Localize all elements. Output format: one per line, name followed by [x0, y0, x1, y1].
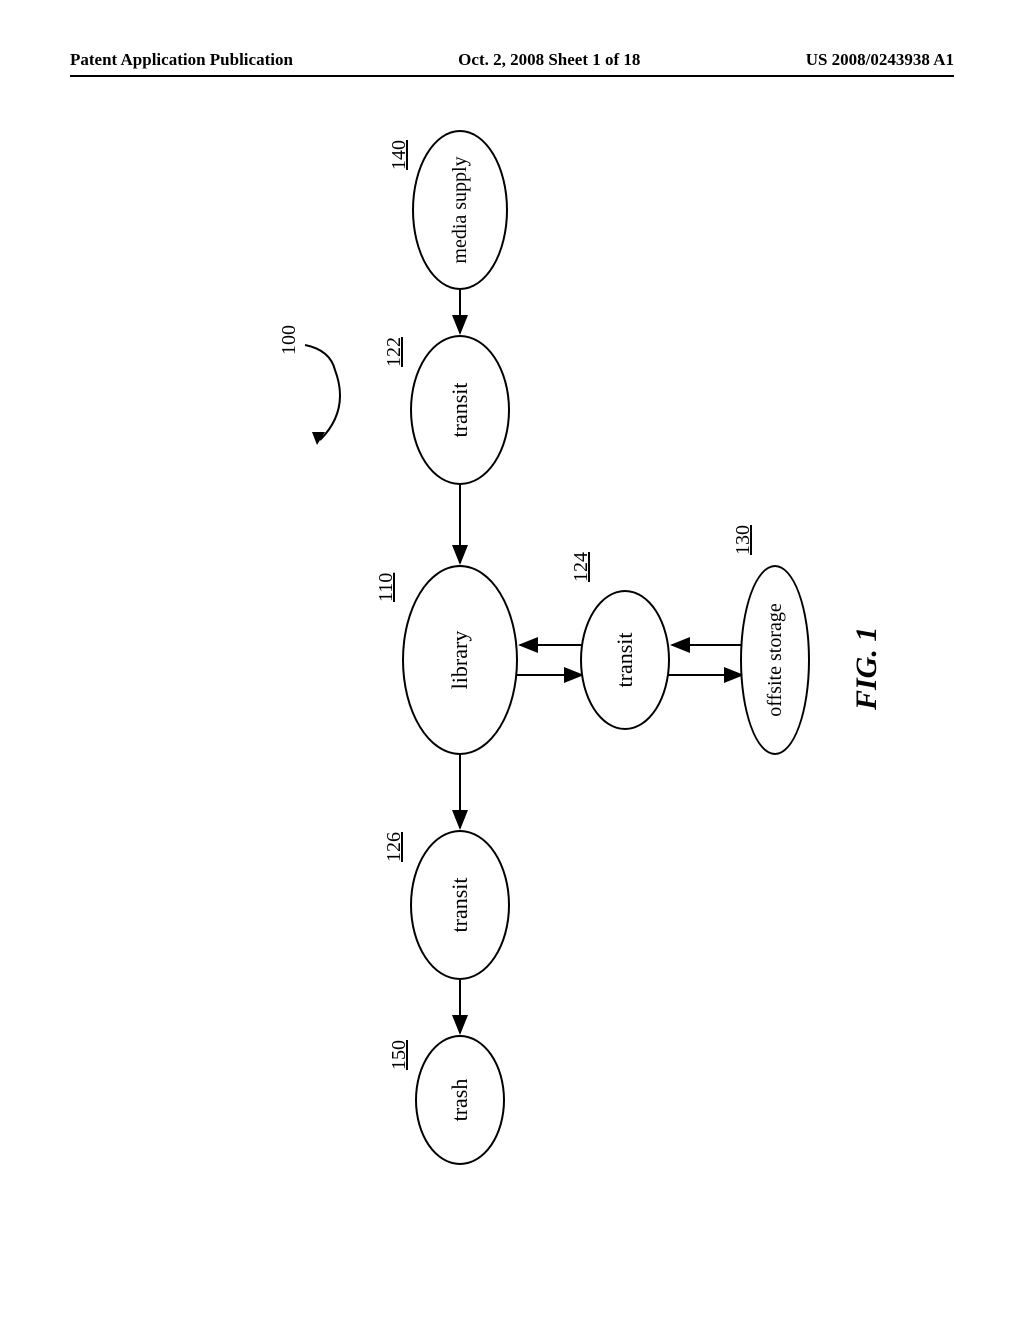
ref-library: 110 [375, 573, 398, 602]
ref-media-supply: 140 [388, 140, 411, 170]
node-transit-right-label: transit [447, 383, 473, 438]
ref-transit-left: 126 [383, 832, 406, 862]
node-library-label: library [447, 631, 473, 690]
node-transit-right: transit [410, 335, 510, 485]
header-left: Patent Application Publication [70, 50, 293, 70]
figure-title: FIG. 1 [850, 627, 884, 710]
ref-transit-right: 122 [383, 337, 406, 367]
node-transit-bottom: transit [580, 590, 670, 730]
node-offsite: offsite storage [740, 565, 810, 755]
ref-transit-bottom: 124 [570, 552, 593, 582]
page-header: Patent Application Publication Oct. 2, 2… [0, 50, 1024, 70]
diagram-arrows [130, 130, 930, 1180]
header-center: Oct. 2, 2008 Sheet 1 of 18 [458, 50, 640, 70]
diagram-rotated: trash 150 transit 126 library 110 transi… [130, 130, 930, 1180]
ref-diagram: 100 [278, 325, 301, 355]
node-media-supply-label: media supply [449, 156, 472, 263]
diagram-area: trash 150 transit 126 library 110 transi… [130, 130, 930, 1180]
ref-offsite: 130 [732, 525, 755, 555]
node-trash-label: trash [447, 1079, 473, 1122]
node-transit-bottom-label: transit [612, 633, 638, 688]
node-transit-left-label: transit [447, 878, 473, 933]
node-transit-left: transit [410, 830, 510, 980]
header-divider [70, 75, 954, 77]
node-offsite-label: offsite storage [764, 603, 787, 717]
node-media-supply: media supply [412, 130, 508, 290]
node-trash: trash [415, 1035, 505, 1165]
ref-trash: 150 [388, 1040, 411, 1070]
node-library: library [402, 565, 518, 755]
header-right: US 2008/0243938 A1 [806, 50, 954, 70]
